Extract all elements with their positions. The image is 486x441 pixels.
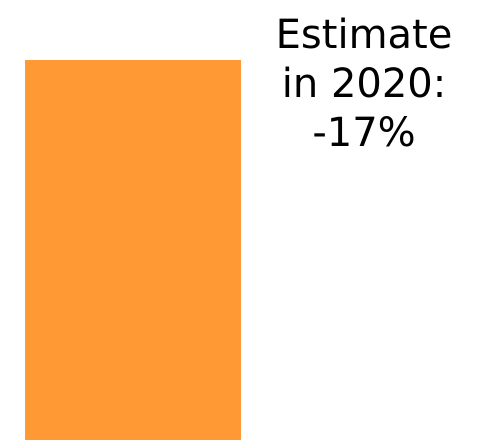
annotation-line-3: -17% (312, 110, 415, 156)
bars-layer (25, 60, 241, 440)
estimate-annotation: Estimate in 2020: -17% (276, 12, 453, 156)
annotation-line-1: Estimate (276, 12, 453, 58)
bar-estimate-2020 (25, 60, 241, 440)
annotation-line-2: in 2020: (282, 61, 446, 107)
